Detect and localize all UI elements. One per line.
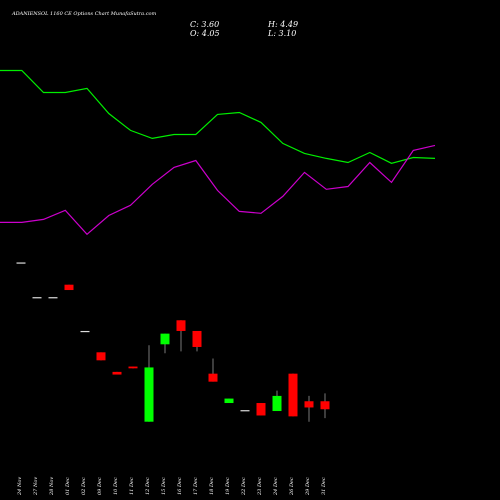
x-tick-label: 18 Dec bbox=[209, 477, 215, 495]
candle-body bbox=[32, 297, 42, 299]
candle-body bbox=[320, 401, 330, 410]
stat-close: C: 3.60 bbox=[190, 20, 219, 29]
x-tick-label: 27 Nov bbox=[33, 477, 39, 496]
x-tick-label: 12 Dec bbox=[145, 477, 151, 495]
chart-title: ADANIENSOL 1160 CE Options Chart MunafaS… bbox=[11, 11, 157, 17]
x-tick-label: 10 Dec bbox=[113, 477, 119, 495]
candle-body bbox=[288, 373, 298, 417]
candle-body bbox=[224, 398, 234, 404]
candle-body bbox=[144, 367, 154, 422]
x-tick-label: 29 Dec bbox=[305, 477, 311, 496]
indicator-line bbox=[0, 69, 436, 164]
x-tick-label: 17 Dec bbox=[193, 477, 199, 495]
candle-body bbox=[96, 352, 106, 361]
x-tick-label: 11 Dec bbox=[129, 477, 135, 495]
candle-body bbox=[208, 373, 218, 382]
x-tick-label: 09 Dec bbox=[97, 477, 103, 495]
x-tick-label: 19 Dec bbox=[225, 477, 231, 495]
x-tick-label: 31 Dec bbox=[321, 477, 327, 495]
candle-body bbox=[160, 333, 170, 345]
x-tick-label: 24 Dec bbox=[273, 477, 279, 496]
x-tick-label: 26 Dec bbox=[289, 477, 295, 496]
x-tick-label: 02 Dec bbox=[81, 477, 87, 495]
x-tick-label: 23 Dec bbox=[257, 477, 263, 496]
stat-open: O: 4.05 bbox=[190, 29, 220, 38]
candle-body bbox=[16, 262, 26, 264]
candle-body bbox=[48, 297, 58, 299]
candle-body bbox=[80, 330, 90, 333]
x-tick-label: 24 Nov bbox=[17, 477, 23, 496]
stat-high: H: 4.49 bbox=[267, 20, 298, 29]
candle-body bbox=[112, 371, 122, 375]
candle-body bbox=[64, 284, 74, 291]
candle-body bbox=[128, 366, 138, 369]
x-tick-label: 01 Dec bbox=[65, 477, 71, 495]
x-tick-label: 22 Dec bbox=[241, 477, 247, 496]
candle-body bbox=[176, 320, 186, 331]
x-tick-label: 16 Dec bbox=[177, 477, 183, 495]
candle-body bbox=[304, 401, 314, 408]
x-tick-label: 28 Nov bbox=[49, 477, 55, 496]
indicator-line bbox=[0, 144, 436, 236]
candle-body bbox=[272, 395, 282, 412]
candle-body bbox=[192, 330, 202, 347]
stat-low: L: 3.10 bbox=[267, 29, 296, 38]
candle-body bbox=[240, 410, 250, 412]
x-tick-label: 15 Dec bbox=[161, 477, 167, 495]
candle-body bbox=[256, 403, 266, 416]
